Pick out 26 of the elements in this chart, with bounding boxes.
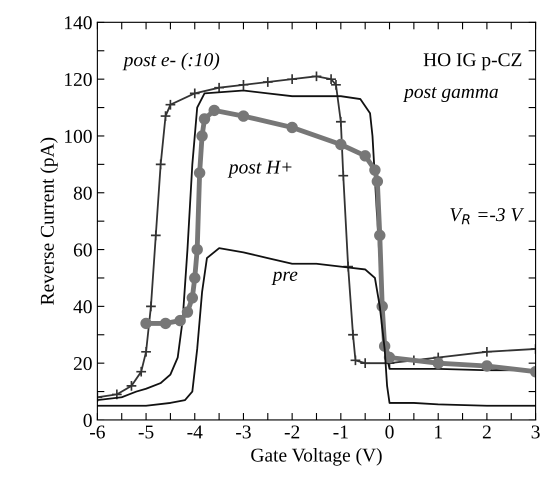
- x-tick-label: 3: [532, 425, 540, 439]
- y-tick-label: 40: [73, 300, 92, 314]
- x-tick-label: 1: [435, 425, 442, 438]
- y-tick-label: 140: [65, 16, 92, 30]
- x-tick-label: -6: [90, 425, 105, 439]
- x-axis-title: Gate Voltage (V): [251, 448, 382, 466]
- y-tick-label: 20: [74, 356, 92, 370]
- annotation: V$_{R}$ =-3 V: [450, 208, 524, 224]
- x-tick-label: -1: [333, 425, 348, 438]
- y-tick-label: 60: [74, 243, 92, 257]
- x-tick-label: -4: [187, 426, 203, 438]
- y-tick-label: 0: [84, 414, 92, 427]
- y-tick-label: 120: [65, 72, 92, 86]
- series-label: post e- (:10): [122, 52, 220, 70]
- x-tick-label: 2: [482, 425, 491, 438]
- y-axis-title: Reverse Current (pA): [40, 138, 58, 305]
- annotation: HO IG p-CZ: [424, 53, 522, 70]
- series-label: post H+: [228, 160, 292, 178]
- x-tick-label: -5: [138, 426, 154, 439]
- series-label: post gamma: [402, 86, 498, 102]
- x-tick-label: -3: [236, 425, 251, 439]
- x-tick-label: 0: [385, 425, 394, 439]
- y-tick-label: 100: [65, 130, 92, 143]
- y-tick-label: 80: [74, 186, 92, 200]
- x-tick-label: -2: [284, 425, 300, 438]
- series-label: pre: [272, 272, 298, 285]
